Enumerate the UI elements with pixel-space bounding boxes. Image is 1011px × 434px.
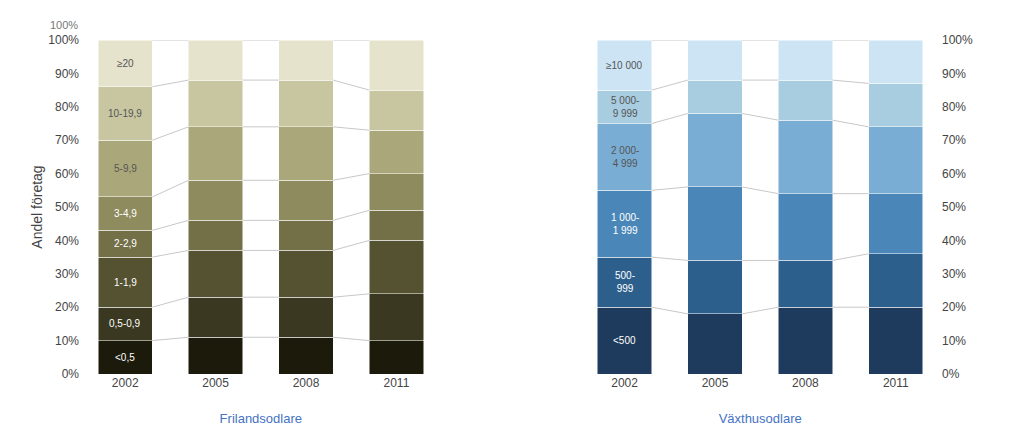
svg-text:70%: 70%: [55, 133, 79, 147]
svg-text:20%: 20%: [55, 300, 79, 314]
svg-text:2008: 2008: [293, 376, 320, 390]
svg-text:3-4,9: 3-4,9: [114, 208, 137, 219]
svg-text:40%: 40%: [942, 234, 966, 248]
svg-text:50%: 50%: [55, 200, 79, 214]
svg-text:Frilandsodlare: Frilandsodlare: [220, 411, 302, 426]
svg-text:60%: 60%: [942, 167, 966, 181]
svg-text:90%: 90%: [55, 67, 79, 81]
svg-text:0%: 0%: [62, 367, 80, 381]
svg-text:100%: 100%: [942, 33, 973, 47]
svg-text:500-999: 500-999: [615, 270, 635, 294]
svg-text:2005: 2005: [702, 376, 729, 390]
svg-text:5 000-9 999: 5 000-9 999: [611, 95, 639, 119]
svg-text:10%: 10%: [942, 334, 966, 348]
svg-text:≥10 000: ≥10 000: [606, 60, 643, 71]
svg-text:2 000-4 999: 2 000-4 999: [611, 145, 639, 169]
svg-text:<500: <500: [613, 335, 636, 346]
svg-text:20%: 20%: [942, 300, 966, 314]
svg-text:1 000-1 999: 1 000-1 999: [611, 212, 639, 236]
svg-text:80%: 80%: [942, 100, 966, 114]
svg-text:≥20: ≥20: [117, 58, 134, 69]
svg-text:80%: 80%: [55, 100, 79, 114]
svg-text:<0,5: <0,5: [115, 352, 135, 363]
svg-text:2008: 2008: [792, 376, 819, 390]
svg-text:30%: 30%: [942, 267, 966, 281]
svg-text:2002: 2002: [611, 376, 638, 390]
svg-text:100%: 100%: [50, 19, 78, 31]
svg-text:Andel företag: Andel företag: [29, 165, 45, 248]
svg-text:70%: 70%: [942, 133, 966, 147]
svg-text:2-2,9: 2-2,9: [114, 238, 137, 249]
svg-text:10-19,9: 10-19,9: [108, 108, 142, 119]
svg-text:2011: 2011: [883, 376, 909, 390]
svg-text:10%: 10%: [55, 334, 79, 348]
svg-text:50%: 50%: [942, 200, 966, 214]
svg-text:Växthusodlare: Växthusodlare: [719, 411, 802, 426]
svg-text:90%: 90%: [942, 67, 966, 81]
svg-text:0%: 0%: [942, 367, 960, 381]
svg-text:2005: 2005: [202, 376, 229, 390]
svg-text:2011: 2011: [384, 376, 410, 390]
svg-text:5-9,9: 5-9,9: [114, 163, 137, 174]
svg-text:40%: 40%: [55, 234, 79, 248]
svg-text:30%: 30%: [55, 267, 79, 281]
svg-text:60%: 60%: [55, 167, 79, 181]
svg-text:100%: 100%: [48, 33, 79, 47]
svg-text:2002: 2002: [112, 376, 139, 390]
svg-text:0,5-0,9: 0,5-0,9: [109, 318, 141, 329]
svg-text:1-1,9: 1-1,9: [114, 277, 137, 288]
